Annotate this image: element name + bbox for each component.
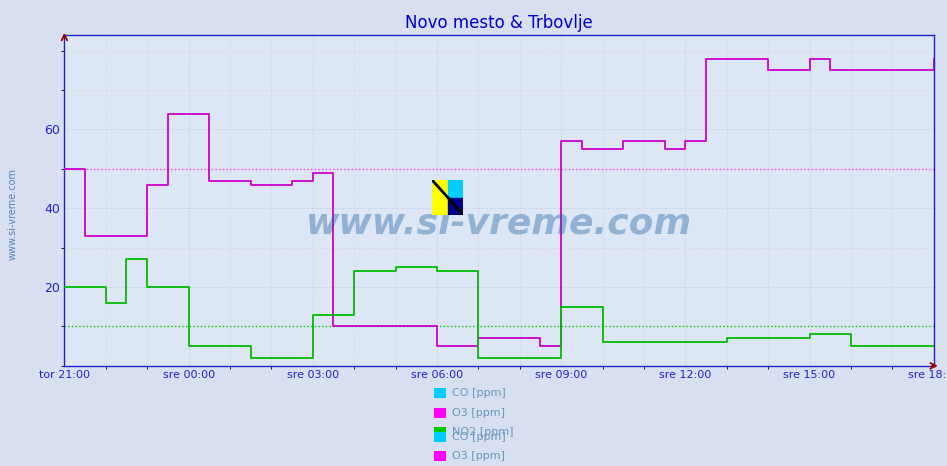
Text: NO2 [ppm]: NO2 [ppm] (452, 427, 513, 438)
Text: CO [ppm]: CO [ppm] (452, 388, 506, 398)
Bar (448, 180, 463, 198)
Text: www.si-vreme.com: www.si-vreme.com (8, 168, 17, 260)
Text: www.si-vreme.com: www.si-vreme.com (306, 206, 692, 240)
Title: Novo mesto & Trbovlje: Novo mesto & Trbovlje (405, 14, 593, 32)
Text: O3 [ppm]: O3 [ppm] (452, 408, 505, 418)
Bar (432, 180, 448, 215)
Text: CO [ppm]: CO [ppm] (452, 432, 506, 442)
Bar (448, 198, 463, 215)
Text: O3 [ppm]: O3 [ppm] (452, 451, 505, 461)
